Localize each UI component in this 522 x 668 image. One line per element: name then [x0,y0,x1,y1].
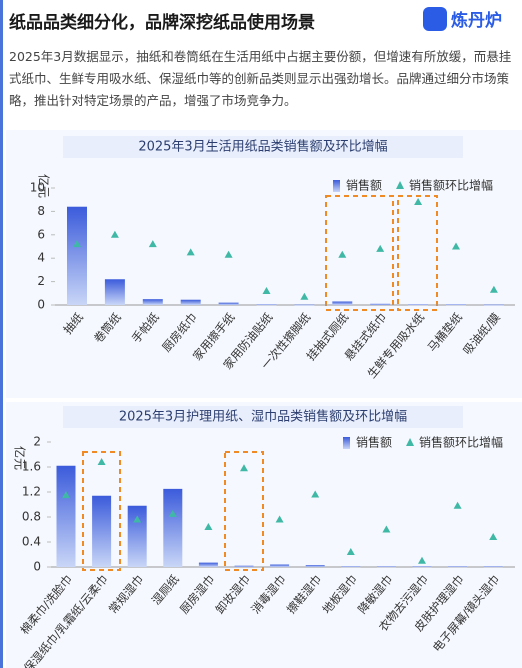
bar [332,301,353,305]
y-tick-label: 8 [37,204,45,218]
bar [408,304,429,306]
y-tick-label: 10 [30,181,45,195]
bar [67,206,87,305]
y-tick-label: 0 [37,298,45,312]
growth-marker [73,240,81,248]
growth-marker [338,250,347,258]
bar [341,566,361,568]
bar [218,302,239,305]
growth-marker [414,198,423,206]
growth-marker [453,501,462,509]
y-tick-label: 0.4 [22,535,41,549]
chart-title: 2025年3月生活用纸品类销售额及环比增幅 [138,139,387,155]
bar [234,565,254,567]
growth-marker [346,548,355,555]
bar [104,279,125,305]
growth-marker [240,464,248,472]
growth-marker [224,250,233,258]
growth-marker [97,458,106,465]
legend-swatch [343,437,350,449]
growth-marker [311,490,320,498]
legend-label: 销售额环比增幅 [409,178,493,193]
legend-label: 销售额 [356,435,392,450]
growth-marker [275,515,284,523]
growth-marker [262,286,271,294]
legend-label: 销售额环比增幅 [419,435,503,450]
intro-text: 2025年3月数据显示，抽纸和卷筒纸在生活用纸中占据主要份额，但增速有所放缓，而… [9,49,512,108]
bar [483,566,503,568]
bar [376,566,396,568]
title-band [63,136,463,158]
growth-marker [376,244,385,252]
growth-marker [418,556,426,564]
title-band [63,406,463,428]
growth-marker [186,248,195,256]
bar [294,304,315,306]
legend-swatch [406,438,415,446]
bar [412,566,432,568]
highlight-box [224,451,264,571]
logo-text: 炼丹炉 [451,11,502,31]
y-tick-label: 2 [37,274,45,288]
bar [483,304,504,306]
growth-marker [133,515,142,523]
highlight-box [397,195,438,311]
y-axis-label: 亿元 [37,174,52,198]
y-tick-label: 0 [33,560,41,574]
y-tick-label: 0.8 [22,510,41,524]
growth-marker [204,523,213,530]
y-axis-label: 亿元 [13,446,28,470]
growth-marker [148,240,157,248]
bar [163,488,183,567]
page-title: 纸品品类细分化，品牌深挖纸品使用场景 [9,13,315,33]
bar [270,564,290,567]
logo-icon [423,6,447,31]
bar [180,299,201,305]
bar [198,562,218,567]
growth-marker [62,491,70,499]
bar [142,299,163,305]
bar [446,304,466,306]
legend-swatch [333,180,340,192]
y-tick-label: 4 [37,251,45,265]
growth-marker [489,285,498,293]
chart-title: 2025年3月护理用纸、湿巾品类销售额及环比增幅 [119,409,407,425]
panel [6,130,522,398]
y-tick-label: 1.2 [22,485,41,499]
growth-marker [110,230,119,238]
legend-label: 销售额 [346,178,382,193]
bar [448,566,468,568]
logo: 炼丹炉 [423,6,502,31]
bar [370,303,391,305]
growth-marker [168,509,177,517]
growth-marker [452,242,460,250]
bar [92,495,112,567]
bar [256,304,277,306]
growth-marker [382,525,391,533]
y-tick-label: 1.6 [22,460,41,474]
bar [305,565,325,567]
growth-marker [300,292,309,300]
y-tick-label: 6 [37,227,45,241]
bar [56,465,76,567]
bar [127,505,147,567]
y-tick-label: 2 [33,435,41,449]
growth-marker [489,533,498,540]
legend-swatch [396,181,405,189]
highlight-box [82,451,121,571]
